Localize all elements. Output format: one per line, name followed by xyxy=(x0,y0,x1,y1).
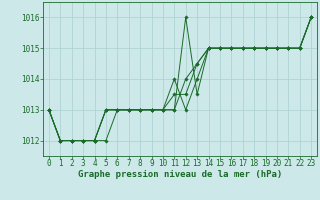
X-axis label: Graphe pression niveau de la mer (hPa): Graphe pression niveau de la mer (hPa) xyxy=(78,170,282,179)
